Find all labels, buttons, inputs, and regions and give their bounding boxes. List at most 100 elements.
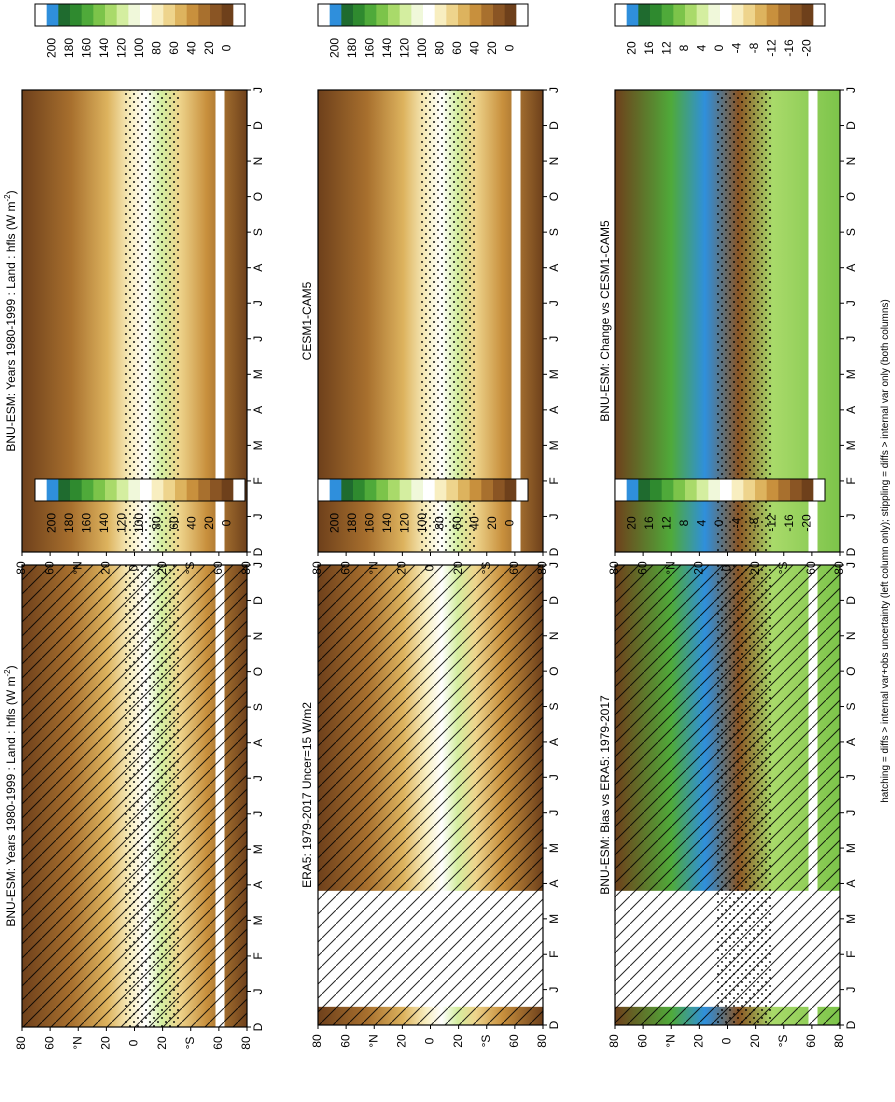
x-tick-label: D	[547, 596, 561, 605]
colorbar-tick-label: 180	[345, 513, 359, 533]
y-tick-label: 80	[14, 1036, 28, 1050]
colorbar-swatch	[801, 4, 814, 26]
x-tick-label: J	[547, 513, 561, 519]
colorbar-tick-label: 12	[660, 41, 674, 55]
x-tick-label: J	[547, 300, 561, 306]
colorbar-tick-label: 180	[345, 38, 359, 58]
y-tick-label: 20	[155, 1036, 169, 1050]
colorbar-tick-label: 80	[150, 516, 164, 530]
y-tick-label: °S	[776, 1035, 790, 1048]
x-tick-label: J	[251, 811, 265, 817]
colorbar-tick-label: 12	[660, 516, 674, 530]
colorbar-swatch	[128, 4, 141, 26]
colorbar-swatch	[423, 4, 436, 26]
colorbar-cb-left-top: 200 180 160 140 120 100 80 60 40 20 0	[34, 478, 246, 533]
missing-lat-band	[511, 90, 521, 552]
colorbar-swatch	[626, 4, 639, 26]
colorbar-swatch	[353, 4, 366, 26]
colorbar-swatch	[186, 479, 199, 501]
x-tick-label: J	[251, 988, 265, 994]
colorbar-swatch	[46, 4, 59, 26]
colorbar-swatch	[469, 4, 482, 26]
colorbar-tick-label: 20	[202, 516, 216, 530]
colorbar-tick-label: 140	[97, 513, 111, 533]
colorbar-swatch	[233, 479, 246, 501]
colorbar-swatch	[364, 479, 377, 501]
y-tick-label: °S	[479, 1035, 493, 1048]
colorbar-tick-label: 60	[450, 41, 464, 55]
x-tick-label: S	[251, 703, 265, 711]
colorbar-tick-label: 200	[45, 38, 59, 58]
colorbar-tick-label: 20	[625, 41, 639, 55]
x-tick-label: D	[251, 547, 265, 556]
colorbar-swatch	[504, 479, 517, 501]
x-tick-label: F	[547, 477, 561, 484]
colorbar-swatch	[186, 4, 199, 26]
missing-lat-band	[215, 90, 225, 552]
y-tick-label: 80	[832, 1034, 846, 1048]
colorbar-swatch	[743, 4, 756, 26]
x-tick-label: F	[251, 952, 265, 959]
x-tick-label: O	[251, 667, 265, 676]
x-tick-label: D	[844, 596, 858, 605]
x-tick-label: S	[547, 703, 561, 711]
colorbar-swatch	[481, 4, 494, 26]
x-tick-label: J	[844, 562, 858, 568]
colorbar-tick-label: 16	[642, 41, 656, 55]
colorbar-swatch	[388, 4, 401, 26]
colorbar-cb-right-middle: 200 180 160 140 120 100 80 60 40 20 0	[317, 3, 529, 58]
y-tick-label: 20	[99, 561, 113, 575]
x-tick-label: O	[844, 666, 858, 675]
colorbar-swatch	[650, 4, 663, 26]
colorbar-swatch	[755, 4, 768, 26]
colorbar-swatch	[58, 4, 71, 26]
y-tick-label: 60	[507, 1034, 521, 1048]
colorbars-layer: 200 180 160 140 120 100 80 60 40 20 0 200 180 160 140 1…	[34, 3, 826, 533]
x-tick-label: M	[547, 914, 561, 924]
y-tick-label: 20	[748, 1034, 762, 1048]
colorbar-tick-label: 80	[433, 41, 447, 55]
x-tick-label: A	[251, 264, 265, 272]
colorbar-swatch	[813, 479, 826, 501]
colorbar-swatch	[696, 4, 709, 26]
colorbar-tick-label: -12	[765, 514, 779, 532]
colorbar-swatch	[388, 479, 401, 501]
x-tick-label: J	[251, 513, 265, 519]
colorbar-tick-label: 4	[695, 519, 709, 526]
colorbar-tick-label: 180	[62, 513, 76, 533]
colorbar-tick-label: 20	[202, 41, 216, 55]
y-tick-label: 60	[338, 1034, 352, 1048]
colorbar-frame	[614, 478, 826, 502]
colorbar-tick-label: 4	[695, 44, 709, 51]
colorbar-tick-label: -8	[747, 517, 761, 528]
x-tick-label: N	[844, 631, 858, 640]
y-tick-label: 80	[239, 1036, 253, 1050]
x-tick-label: A	[251, 739, 265, 747]
y-tick-label: °N	[70, 561, 84, 574]
stippling-overlay	[419, 90, 476, 552]
colorbar-swatch	[778, 4, 791, 26]
x-tick-label: J	[547, 774, 561, 780]
colorbar-swatch	[376, 479, 389, 501]
colorbar-swatch	[661, 479, 674, 501]
y-tick-label: 60	[804, 561, 818, 575]
colorbar-tick-label: 140	[97, 38, 111, 58]
colorbar-tick-label: 140	[380, 513, 394, 533]
colorbar-tick-label: 8	[677, 519, 691, 526]
colorbar-tick-label: 20	[625, 516, 639, 530]
x-tick-label: A	[547, 264, 561, 272]
colorbar-swatch	[661, 4, 674, 26]
stippling-overlay	[716, 565, 773, 1025]
y-tick-label: °N	[366, 561, 380, 574]
colorbar-swatch	[801, 479, 814, 501]
y-tick-label: 80	[535, 561, 549, 575]
colorbar-tick-label: 100	[415, 513, 429, 533]
x-tick-label: A	[547, 738, 561, 746]
x-tick-label: J	[547, 87, 561, 93]
y-tick-label: 60	[507, 561, 521, 575]
panel-title: BNU-ESM: Bias vs ERA5: 1979-2017	[598, 695, 612, 895]
colorbar-cb-right-top: 200 180 160 140 120 100 80 60 40 20 0	[34, 3, 246, 58]
